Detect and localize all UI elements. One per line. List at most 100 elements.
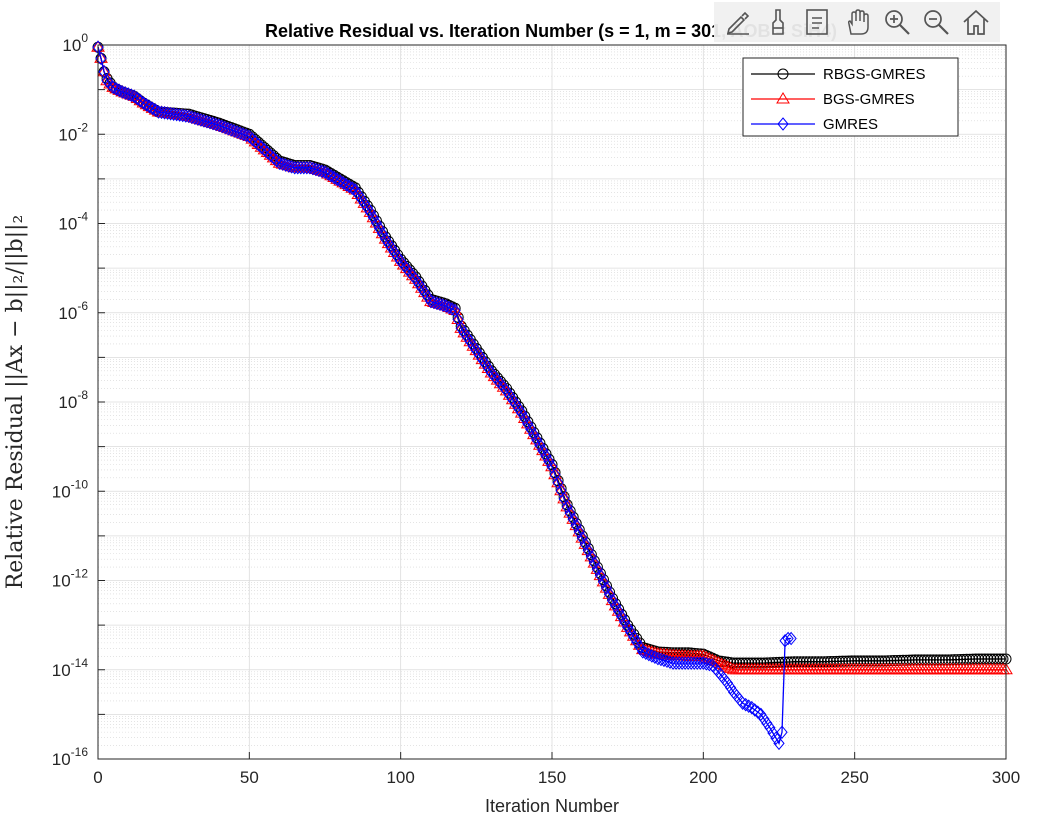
data-point <box>440 299 452 313</box>
data-point <box>446 302 458 316</box>
data-point <box>334 174 346 188</box>
data-point <box>425 294 437 309</box>
data-point <box>564 506 576 520</box>
legend-label: BGS-GMRES <box>823 91 915 108</box>
data-point <box>479 357 492 371</box>
data-point <box>379 232 392 246</box>
data-point <box>776 725 788 740</box>
data-point <box>213 118 225 133</box>
data-point <box>628 630 640 644</box>
data-point <box>455 321 467 336</box>
data-point <box>758 712 770 726</box>
data-point <box>600 581 613 595</box>
data-point <box>915 654 927 666</box>
data-point <box>204 115 216 130</box>
data-point <box>192 112 204 126</box>
data-point <box>140 98 153 112</box>
data-point <box>507 392 519 407</box>
data-point <box>382 236 395 251</box>
data-point <box>779 633 791 648</box>
data-point <box>785 656 797 668</box>
zoom-out-icon[interactable] <box>919 5 953 39</box>
data-point <box>661 654 673 669</box>
data-point <box>752 705 764 719</box>
data-point <box>537 443 549 458</box>
data-point <box>773 736 785 751</box>
x-tick-label: 50 <box>240 768 259 787</box>
plot-area <box>91 40 1013 760</box>
data-point <box>767 657 779 669</box>
x-tick-label: 100 <box>386 768 414 787</box>
data-point <box>393 254 408 266</box>
data-point <box>269 153 284 166</box>
data-point <box>852 655 864 667</box>
data-point <box>776 656 788 668</box>
data-point <box>840 655 852 667</box>
y-tick-label: 10-2 <box>58 120 88 144</box>
data-point <box>476 352 489 367</box>
data-point <box>549 467 561 479</box>
tick-marks <box>97 44 1007 760</box>
x-tick-label: 0 <box>93 768 102 787</box>
y-tick-label: 10-14 <box>52 656 89 680</box>
data-point <box>912 654 924 666</box>
data-point <box>888 655 900 667</box>
data-point <box>930 654 942 666</box>
data-point <box>640 646 652 661</box>
edit-icon[interactable] <box>721 5 755 39</box>
data-point <box>97 64 111 77</box>
data-point <box>419 285 431 300</box>
brush-icon[interactable] <box>761 5 795 39</box>
data-point <box>313 163 325 178</box>
data-point <box>545 459 559 472</box>
data-point <box>434 297 446 312</box>
data-point <box>258 143 271 157</box>
data-point <box>843 655 855 667</box>
data-point <box>131 91 143 106</box>
data-point <box>464 334 476 349</box>
data-point <box>261 145 274 160</box>
data-point <box>806 656 818 668</box>
data-point <box>246 132 259 146</box>
data-point <box>764 720 776 735</box>
data-point <box>655 652 667 667</box>
data-point <box>316 164 328 179</box>
zoom-in-icon[interactable] <box>880 5 914 39</box>
data-point <box>490 373 505 385</box>
data-point <box>343 179 355 194</box>
home-icon[interactable] <box>959 5 993 39</box>
series-gmres <box>92 40 797 751</box>
data-point <box>723 661 738 673</box>
data-point <box>885 655 897 667</box>
data-point <box>222 121 234 136</box>
data-point <box>254 140 269 152</box>
data-point <box>186 110 198 125</box>
axes-toolbar <box>714 2 1000 42</box>
data-point <box>264 148 277 163</box>
y-tick-label: 10-8 <box>58 388 88 412</box>
data-point <box>319 165 331 179</box>
data-point <box>927 654 939 666</box>
pan-icon[interactable] <box>840 5 874 39</box>
data-point <box>603 587 616 602</box>
data-point <box>622 620 634 635</box>
data-point <box>385 241 398 255</box>
data-point <box>428 295 440 310</box>
datatip-icon[interactable] <box>800 5 834 39</box>
data-point <box>749 703 761 717</box>
data-point <box>803 656 815 668</box>
data-point <box>746 700 758 715</box>
data-point <box>243 129 255 144</box>
data-point <box>794 656 806 668</box>
data-point <box>900 654 912 666</box>
data-point <box>724 680 737 695</box>
data-point <box>797 656 809 668</box>
data-point <box>548 467 562 480</box>
data-point <box>402 265 417 277</box>
data-point <box>567 512 579 527</box>
data-point <box>635 642 650 655</box>
data-point <box>257 142 272 155</box>
data-point <box>352 187 364 202</box>
data-point <box>143 99 156 114</box>
